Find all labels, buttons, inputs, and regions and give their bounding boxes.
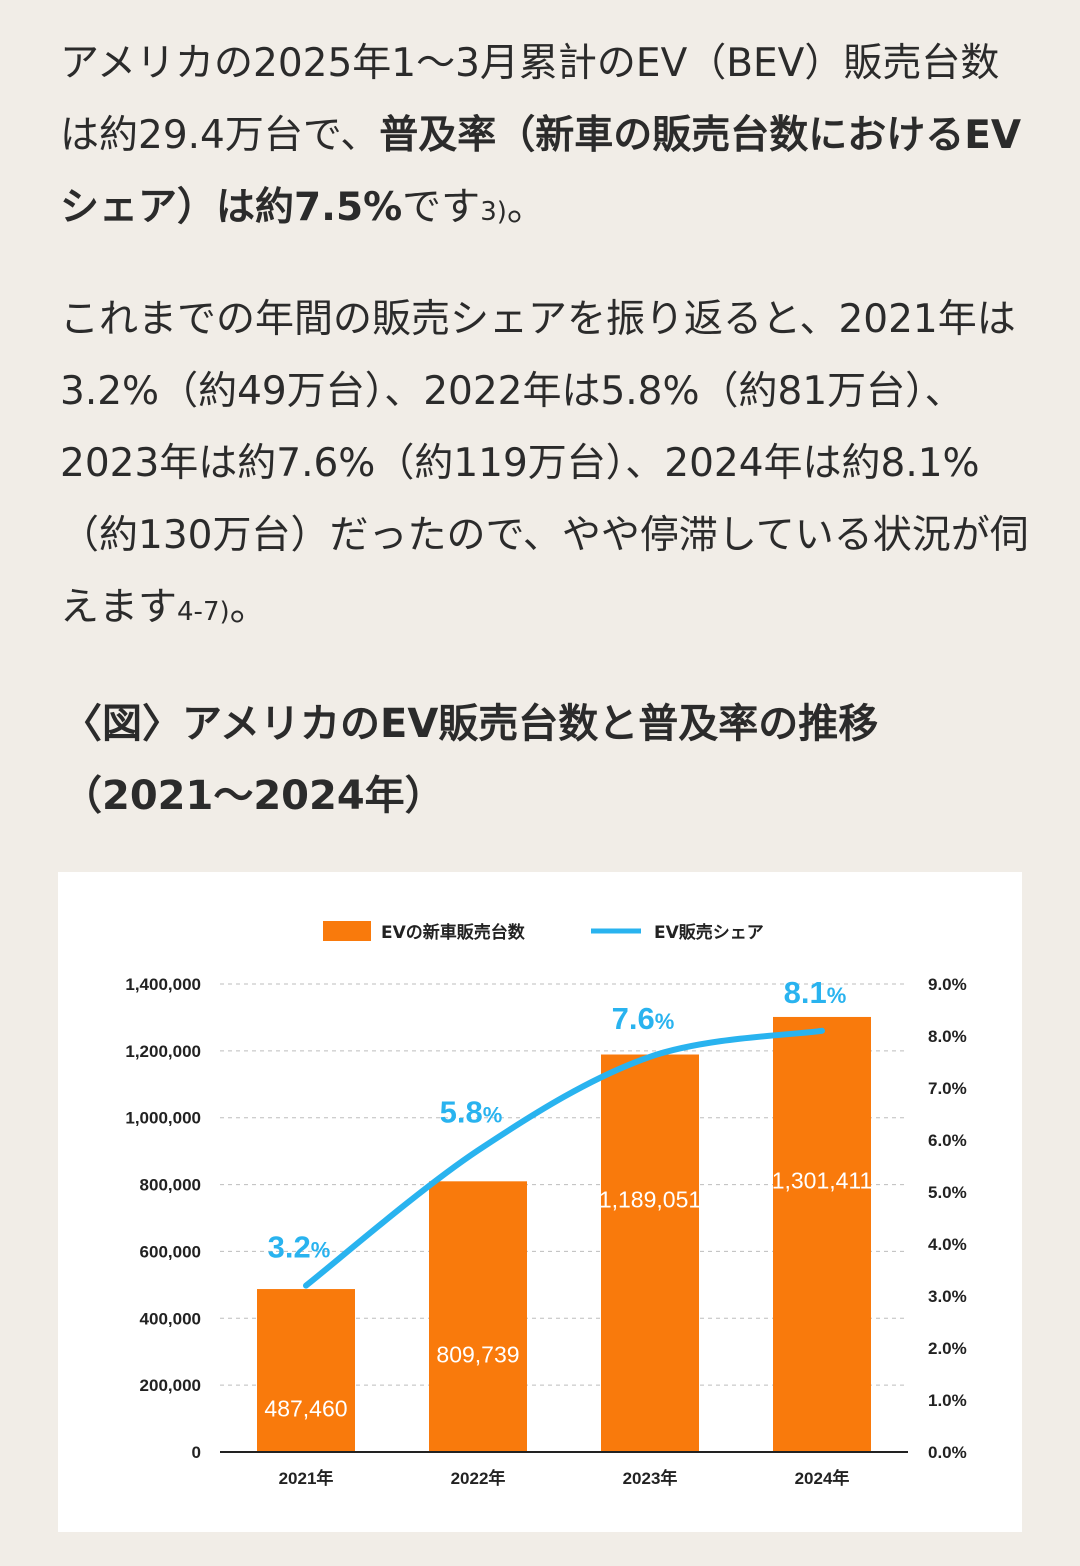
bar-value-labels: 487,460 809,739 1,189,051 1,301,411 [264,1167,872,1421]
chart-card: EVの新車販売台数 EV販売シェア 0 200,000 400,000 600,000… [58,872,1022,1532]
share-value-label: 7.6% [612,1001,675,1036]
paragraph-ev-share-2025: アメリカの2025年1〜3月累計のEV（BEV）販売台数は約29.4万台で、普及… [60,28,1035,248]
p1-reference: 3) [480,197,507,227]
p1-text-c: 。 [506,185,546,230]
share-value-labels: 3.2% 5.8% 7.6% 8.1% [268,975,847,1265]
right-tick-label: 0.0% [928,1443,967,1462]
legend-bar-swatch [323,921,371,941]
left-tick-label: 400,000 [140,1309,201,1328]
p1-text-b: です [402,185,481,230]
bar [429,1181,527,1452]
left-tick-label: 1,200,000 [125,1042,201,1061]
legend-bar-label: EVの新車販売台数 [381,922,526,943]
share-unit: % [655,1009,675,1034]
right-tick-label: 4.0% [928,1235,967,1254]
p2-reference: 4-7) [177,597,230,627]
left-tick-label: 1,000,000 [125,1109,201,1128]
left-axis-ticks: 0 200,000 400,000 600,000 800,000 1,000,000 1,… [125,975,201,1462]
left-tick-label: 800,000 [140,1176,201,1195]
x-axis-ticks: 2021年 2022年 2023年 2024年 [279,1468,850,1488]
left-tick-label: 0 [192,1443,201,1462]
bar-value-label: 1,301,411 [772,1167,873,1193]
figure-title: 〈図〉アメリカのEV販売台数と普及率の推移（2021〜2024年） [62,701,879,819]
x-tick-label: 2023年 [623,1468,678,1488]
share-line-series [303,1027,825,1289]
bar [601,1054,699,1452]
right-tick-label: 8.0% [928,1027,967,1046]
bar-series [257,1016,871,1452]
right-tick-label: 2.0% [928,1339,967,1358]
share-unit: % [311,1238,331,1263]
x-tick-label: 2024年 [795,1468,850,1488]
bar-value-label: 809,739 [436,1342,519,1368]
right-tick-label: 6.0% [928,1131,967,1150]
right-tick-label: 9.0% [928,975,967,994]
share-line [303,1027,825,1289]
chart-legend: EVの新車販売台数 EV販売シェア [323,921,764,943]
x-tick-label: 2021年 [279,1468,334,1488]
share-value-label: 5.8% [440,1094,503,1129]
ev-sales-chart: EVの新車販売台数 EV販売シェア 0 200,000 400,000 600,000… [125,921,967,1488]
x-tick-label: 2022年 [451,1468,506,1488]
p2-text-a: これまでの年間の販売シェアを振り返ると、2021年は3.2%（約49万台）、20… [60,297,1029,630]
left-tick-label: 600,000 [140,1242,201,1261]
share-unit: % [827,983,847,1008]
legend-line-label: EV販売シェア [654,922,764,943]
left-tick-label: 200,000 [140,1376,201,1395]
bar [257,1289,355,1452]
share-value-label: 8.1% [784,975,847,1010]
right-tick-label: 7.0% [928,1079,967,1098]
p2-text-b: 。 [229,585,269,630]
right-tick-label: 5.0% [928,1183,967,1202]
left-tick-label: 1,400,000 [125,975,201,994]
right-tick-label: 3.0% [928,1287,967,1306]
right-tick-label: 1.0% [928,1391,967,1410]
bar-value-label: 1,189,051 [599,1186,701,1212]
paragraph-annual-share-history: これまでの年間の販売シェアを振り返ると、2021年は3.2%（約49万台）、20… [60,284,1035,648]
bar [773,1016,871,1452]
bar-value-label: 487,460 [264,1396,347,1422]
right-axis-ticks: 0.0% 1.0% 2.0% 3.0% 4.0% 5.0% 6.0% 7.0% 8.0% 9.0% [928,975,967,1462]
share-value-label: 3.2% [268,1230,331,1265]
p1-bold-share: 普及率（新車の販売台数におけるEVシェア）は約7.5% [60,113,1022,230]
share-unit: % [483,1102,503,1127]
p1-text-a: アメリカの2025年1〜3月累計のEV（BEV）販売台数は約29.4万台で、 [60,41,1000,158]
